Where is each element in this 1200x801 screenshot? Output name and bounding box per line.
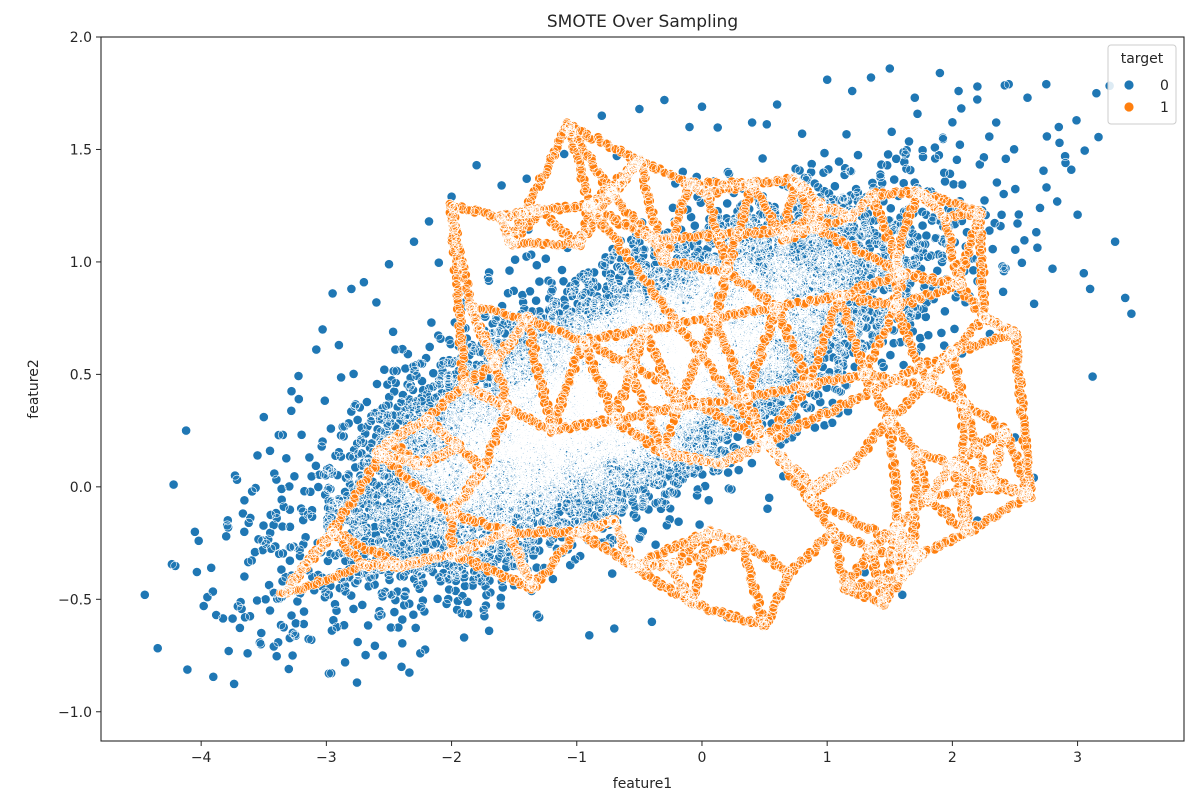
y-axis-title: feature2 — [26, 359, 42, 418]
legend-marker-0 — [1124, 80, 1134, 90]
legend: target 0 1 — [1108, 45, 1176, 124]
legend-title: target — [1121, 51, 1164, 67]
legend-label-0: 0 — [1160, 78, 1169, 94]
legend-label-1: 1 — [1160, 100, 1169, 116]
x-tick-label: −4 — [191, 750, 212, 766]
y-tick-label: 0.5 — [70, 367, 92, 383]
x-tick-label: −2 — [441, 750, 462, 766]
y-tick-label: −1.0 — [58, 705, 92, 721]
y-tick-label: 1.0 — [70, 255, 92, 271]
x-tick-label: 2 — [948, 750, 957, 766]
y-tick-label: 0.0 — [70, 480, 92, 496]
y-tick-label: 1.5 — [70, 142, 92, 158]
x-tick-label: −1 — [566, 750, 587, 766]
x-tick-label: −3 — [316, 750, 337, 766]
chart-title: SMOTE Over Sampling — [547, 12, 738, 32]
y-tick-label: −0.5 — [58, 592, 92, 608]
x-tick-label: 0 — [698, 750, 707, 766]
x-tick-label: 3 — [1073, 750, 1082, 766]
y-tick-label: 2.0 — [70, 30, 92, 46]
x-axis-title: feature1 — [613, 776, 672, 792]
legend-marker-1 — [1124, 102, 1134, 112]
x-tick-label: 1 — [823, 750, 832, 766]
